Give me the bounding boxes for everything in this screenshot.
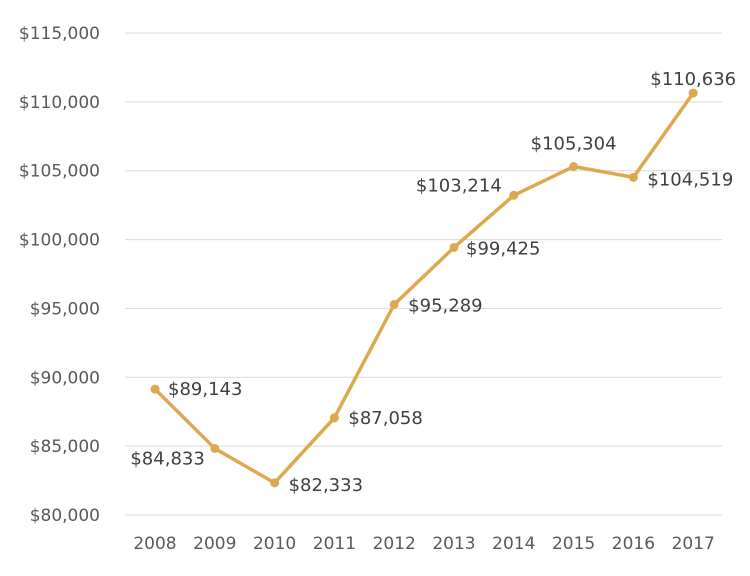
data-point xyxy=(150,384,160,394)
y-tick-label: $95,000 xyxy=(30,299,100,319)
y-tick-label: $105,000 xyxy=(19,162,100,182)
data-label: $84,833 xyxy=(130,448,204,469)
data-label: $87,058 xyxy=(348,408,422,429)
x-tick-label: 2017 xyxy=(672,534,715,554)
y-tick-label: $85,000 xyxy=(30,437,100,457)
data-point xyxy=(688,88,698,98)
y-tick-label: $90,000 xyxy=(30,368,100,388)
x-tick-label: 2008 xyxy=(133,534,176,554)
data-point xyxy=(569,162,579,172)
x-tick-label: 2010 xyxy=(253,534,296,554)
data-point xyxy=(270,478,280,488)
x-tick-label: 2009 xyxy=(193,534,236,554)
data-point xyxy=(329,413,339,423)
data-label: $82,333 xyxy=(289,475,363,496)
x-tick-label: 2011 xyxy=(313,534,356,554)
y-tick-label: $100,000 xyxy=(19,231,100,251)
data-point xyxy=(449,242,459,252)
x-tick-label: 2013 xyxy=(432,534,475,554)
data-label: $110,636 xyxy=(650,69,736,90)
x-tick-label: 2016 xyxy=(612,534,655,554)
data-point xyxy=(509,190,519,200)
y-tick-label: $110,000 xyxy=(19,93,100,113)
x-tick-label: 2012 xyxy=(373,534,416,554)
data-point xyxy=(628,172,638,182)
x-axis-tick-labels: 2008 2009 2010 2011 2012 2013 2014 2015 2016 2017 xyxy=(133,534,714,554)
y-axis-tick-labels: $80,000 $85,000 $90,000 $95,000 $100,000 $105… xyxy=(19,24,100,526)
series-line-path xyxy=(153,92,695,485)
x-tick-label: 2014 xyxy=(492,534,535,554)
data-label: $99,425 xyxy=(466,238,540,259)
x-tick-label: 2015 xyxy=(552,534,595,554)
gridlines xyxy=(125,32,722,516)
data-label: $89,143 xyxy=(168,379,242,400)
data-label: $104,519 xyxy=(647,169,733,190)
data-labels: $89,143 $84,833 $82,333 $87,058 $95,289 $99,4… xyxy=(130,69,736,496)
data-point xyxy=(389,299,399,309)
data-label: $103,214 xyxy=(416,175,502,196)
data-label: $95,289 xyxy=(408,295,482,316)
data-point xyxy=(210,443,220,453)
y-tick-label: $80,000 xyxy=(30,506,100,526)
y-tick-label: $115,000 xyxy=(19,24,100,44)
series-line xyxy=(150,88,698,488)
data-label: $105,304 xyxy=(531,134,617,155)
